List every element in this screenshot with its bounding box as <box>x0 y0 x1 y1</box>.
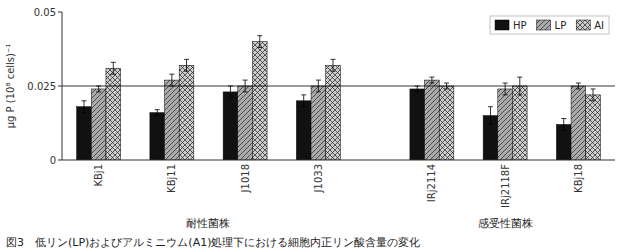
x-tick-label: KBj18 <box>573 164 584 193</box>
group-label: 耐性菌株 <box>186 217 230 230</box>
error-bar <box>517 77 522 95</box>
error-bar <box>155 110 160 116</box>
x-axis <box>62 160 615 161</box>
x-tick-label: KBj1 <box>93 164 104 187</box>
bar <box>179 65 194 160</box>
bar <box>311 86 326 160</box>
error-bar <box>169 74 174 86</box>
legend-swatch <box>537 20 551 30</box>
bar <box>223 92 238 160</box>
group-label: 感受性菌株 <box>478 217 533 230</box>
error-bar <box>257 36 262 48</box>
y-tick <box>58 12 62 13</box>
error-bar <box>591 89 596 101</box>
bars <box>62 36 615 160</box>
error-bar <box>415 86 420 92</box>
x-tick-label: J1033 <box>313 164 324 193</box>
bar <box>571 86 586 160</box>
bar <box>439 86 454 160</box>
error-bar <box>488 107 493 125</box>
bar <box>106 68 121 160</box>
error-bar <box>243 80 248 92</box>
error-bar <box>96 86 101 92</box>
legend-frame <box>490 16 609 34</box>
legend: HP LP AI <box>490 16 609 34</box>
y-axis <box>62 12 63 160</box>
bar <box>326 65 341 160</box>
error-bar <box>316 80 321 92</box>
error-bar <box>429 77 434 83</box>
error-bar <box>331 59 336 71</box>
y-tick-label: 0.05 <box>34 7 56 18</box>
y-tick-label: 0 <box>50 155 56 166</box>
error-bar <box>184 59 189 71</box>
y-tick <box>58 86 62 87</box>
bar <box>91 89 106 160</box>
error-bar <box>111 62 116 74</box>
error-bar <box>444 83 449 89</box>
legend-swatch <box>576 20 590 30</box>
bar <box>586 95 601 160</box>
y-axis-label: μg P (10⁸ cells)⁻¹ <box>5 44 16 129</box>
error-bar <box>576 83 581 89</box>
bar <box>150 113 165 160</box>
bar <box>252 42 267 160</box>
error-bar <box>561 119 566 131</box>
y-tick <box>58 160 62 161</box>
bar <box>165 80 180 160</box>
reference-line <box>62 86 615 87</box>
error-bar <box>301 95 306 107</box>
chart: 0 0.025 0.05 μg P (10⁸ cells)⁻¹ KBj1 KBj11 J10… <box>0 0 625 252</box>
x-tick-label: IRj2118F <box>500 164 511 208</box>
bar <box>498 89 513 160</box>
bar <box>512 86 527 160</box>
x-tick-label: J1018 <box>240 164 251 193</box>
bar <box>410 89 425 160</box>
legend-label: LP <box>555 20 567 31</box>
bar <box>77 107 92 160</box>
error-bar <box>81 101 86 113</box>
bar <box>238 86 253 160</box>
bar <box>296 101 311 160</box>
legend-label: HP <box>513 20 527 31</box>
legend-label: AI <box>594 20 604 31</box>
bar <box>425 80 440 160</box>
error-bar <box>228 86 233 98</box>
x-tick-label: IRj2114 <box>426 164 437 202</box>
error-bar <box>503 83 508 95</box>
y-tick-label: 0.025 <box>27 81 56 92</box>
x-tick-label: KBj11 <box>166 164 177 193</box>
legend-swatch <box>495 20 509 30</box>
caption: 図3 低リン(LP)およびアルミニウム(A1)処理下における細胞内正リン酸含量の… <box>6 236 420 249</box>
